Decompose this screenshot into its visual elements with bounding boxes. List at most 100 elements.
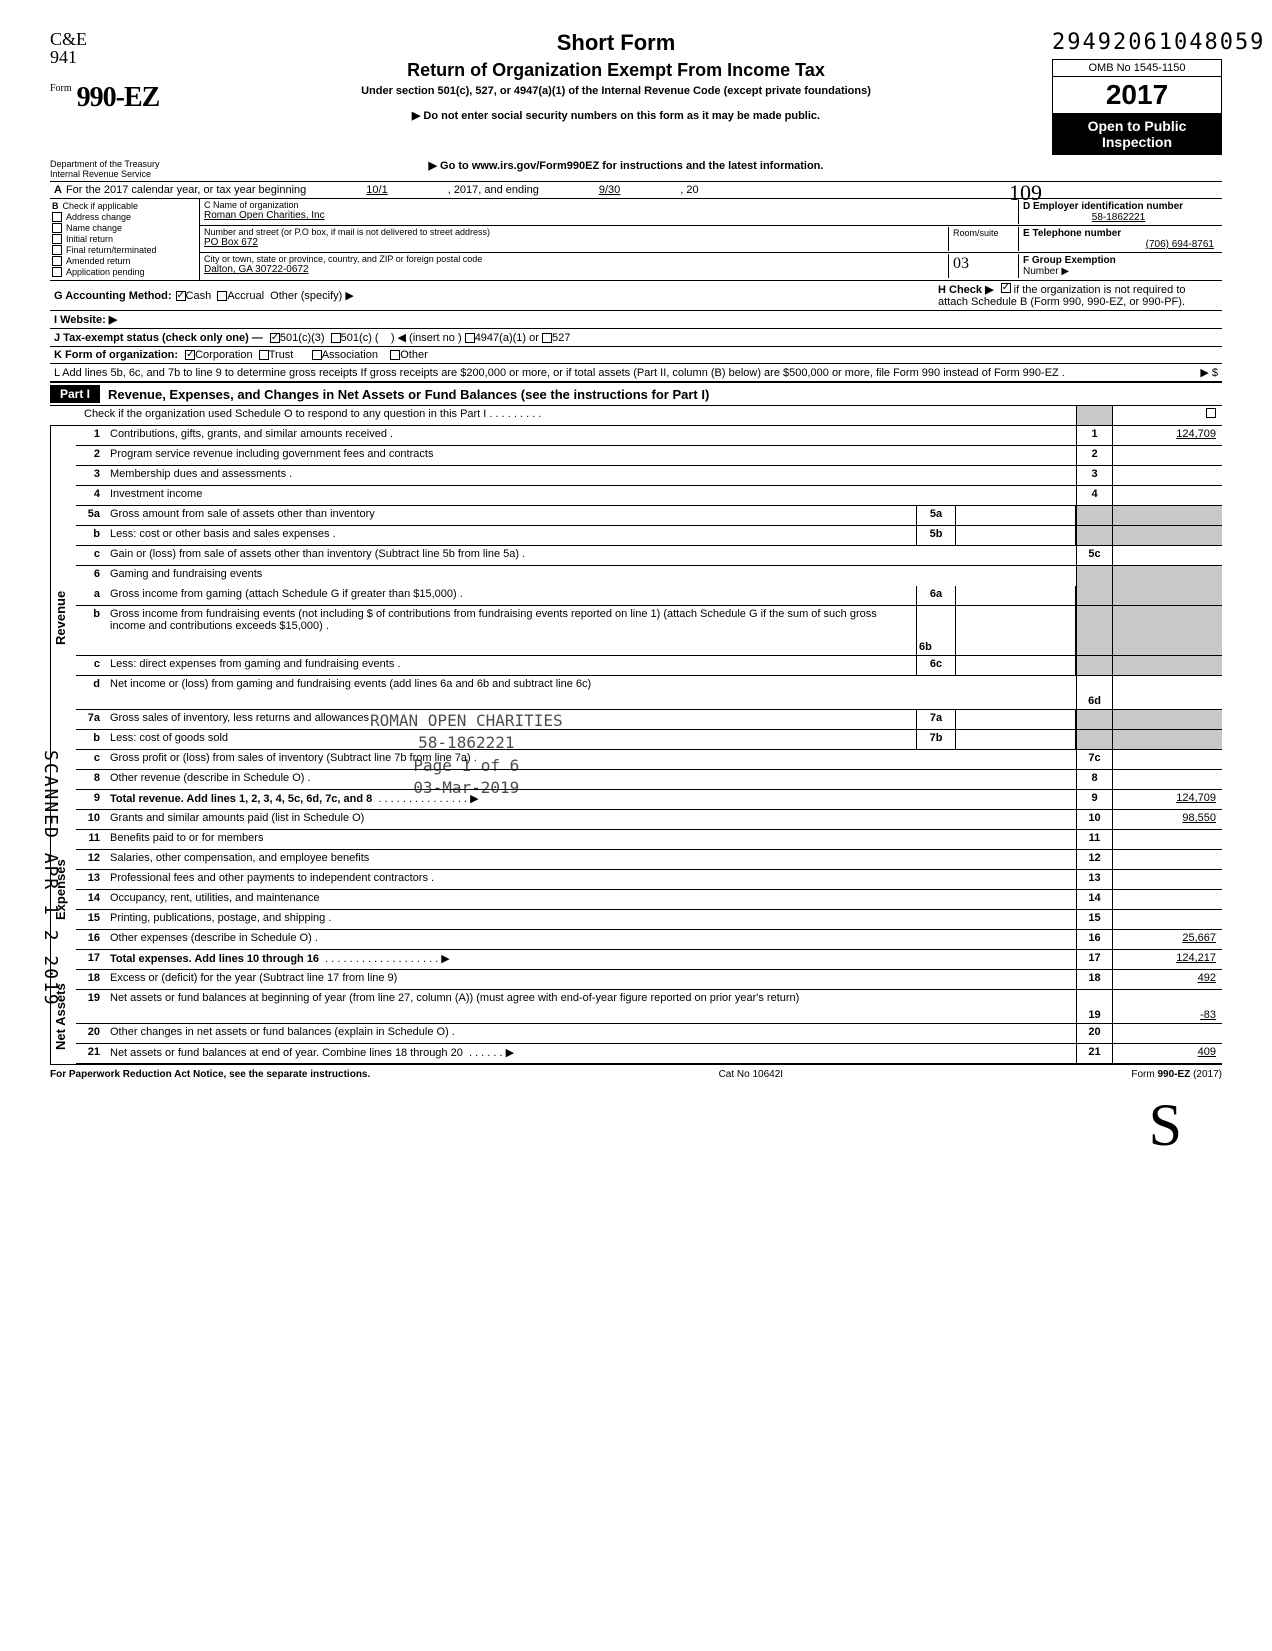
line-15: 15Printing, publications, postage, and s…: [76, 910, 1222, 930]
l-text: L Add lines 5b, 6c, and 7b to line 9 to …: [54, 367, 1200, 379]
chk-cash[interactable]: [176, 291, 186, 301]
j-501c3: 501(c)(3): [280, 332, 325, 344]
chk-501c3[interactable]: [270, 333, 280, 343]
g-cash: Cash: [186, 290, 212, 302]
line-15-text: Printing, publications, postage, and shi…: [106, 910, 1076, 929]
k-assoc: Association: [322, 349, 378, 361]
line-5a-mid: [956, 506, 1076, 525]
chk-501c[interactable]: [331, 333, 341, 343]
chk-kother[interactable]: [390, 350, 400, 360]
footer-right: Form 990-EZ (2017): [1131, 1069, 1222, 1080]
chk-assoc[interactable]: [312, 350, 322, 360]
chk-4947[interactable]: [465, 333, 475, 343]
b-opt-3: Final return/terminated: [66, 245, 157, 255]
footer-mid: Cat No 10642I: [719, 1069, 784, 1080]
chk-part1[interactable]: [1206, 408, 1216, 418]
line-2: 2Program service revenue including gover…: [76, 446, 1222, 466]
line-3: 3Membership dues and assessments .3: [76, 466, 1222, 486]
chk-h[interactable]: [1001, 283, 1011, 293]
end-date: 9/30: [599, 184, 620, 196]
line-7c-val: [1112, 750, 1222, 769]
line-14-val: [1112, 890, 1222, 909]
chk-amended[interactable]: Amended return: [52, 256, 197, 266]
line-8-text: Other revenue (describe in Schedule O) .: [106, 770, 1076, 789]
line-19-text: Net assets or fund balances at beginning…: [106, 990, 1076, 1023]
e-label: E Telephone number: [1023, 228, 1214, 239]
line-5c-text: Gain or (loss) from sale of assets other…: [106, 546, 1076, 565]
chk-trust[interactable]: [259, 350, 269, 360]
room-suite-val: 03: [948, 254, 1018, 278]
h-label: H Check ▶: [938, 284, 994, 296]
row-c: C Name of organization Roman Open Charit…: [200, 199, 1222, 226]
line-13-val: [1112, 870, 1222, 889]
ssn-note: ▶ Do not enter social security numbers o…: [190, 109, 1042, 122]
dln: 29492061048059: [1052, 30, 1222, 55]
part1-check-row: Check if the organization used Schedule …: [50, 406, 1222, 426]
d-label: D Employer identification number: [1023, 201, 1214, 212]
b-opt-0: Address change: [66, 212, 131, 222]
part1-title: Revenue, Expenses, and Changes in Net As…: [100, 387, 709, 402]
dept-row: Department of the Treasury Internal Reve…: [50, 159, 1222, 182]
line-13: 13Professional fees and other payments t…: [76, 870, 1222, 890]
line-20: 20Other changes in net assets or fund ba…: [76, 1024, 1222, 1044]
line-5b-mid: [956, 526, 1076, 545]
line-16-val: 25,667: [1112, 930, 1222, 949]
line-4: 4Investment income4: [76, 486, 1222, 506]
line-21: 21Net assets or fund balances at end of …: [76, 1044, 1222, 1064]
line-10: 10Grants and similar amounts paid (list …: [76, 810, 1222, 830]
line-17-val: 124,217: [1112, 950, 1222, 969]
line-6b-mid: [956, 606, 1076, 655]
line-8-val: [1112, 770, 1222, 789]
line-g-h: G Accounting Method: Cash Accrual Other …: [50, 281, 1222, 311]
b-opt-2: Initial return: [66, 234, 113, 244]
line-10-text: Grants and similar amounts paid (list in…: [106, 810, 1076, 829]
line-6-text: Gaming and fundraising events: [106, 566, 1076, 586]
c-label: C Name of organization: [204, 200, 1018, 210]
line-a-mid: , 2017, and ending: [448, 184, 539, 196]
line-11: 11Benefits paid to or for members11: [76, 830, 1222, 850]
k-corp: Corporation: [195, 349, 252, 361]
chk-527[interactable]: [542, 333, 552, 343]
line-l: L Add lines 5b, 6c, and 7b to line 9 to …: [50, 364, 1222, 382]
row-addr: Number and street (or P.O box, if mail i…: [200, 226, 1222, 253]
line-20-text: Other changes in net assets or fund bala…: [106, 1024, 1076, 1043]
city-label: City or town, state or province, country…: [204, 254, 948, 264]
city-val: Dalton, GA 30722-0672: [204, 264, 948, 275]
b-label: Check if applicable: [63, 201, 139, 211]
line-1-text: Contributions, gifts, grants, and simila…: [106, 426, 1076, 445]
side-netassets: Net Assets: [50, 970, 76, 1064]
j-label: J Tax-exempt status (check only one) —: [54, 332, 263, 344]
line-9-text: Total revenue. Add lines 1, 2, 3, 4, 5c,…: [110, 793, 372, 805]
stamp-line2: 941: [50, 48, 180, 66]
chk-name[interactable]: Name change: [52, 223, 197, 233]
g-other: Other (specify) ▶: [270, 289, 354, 302]
line-4-text: Investment income: [106, 486, 1076, 505]
chk-final[interactable]: Final return/terminated: [52, 245, 197, 255]
k-trust: Trust: [269, 349, 294, 361]
received-stamp: 109: [1009, 180, 1042, 206]
chk-app[interactable]: Application pending: [52, 267, 197, 277]
open-public-2: Inspection: [1057, 134, 1217, 150]
line-k: K Form of organization: Corporation Trus…: [50, 347, 1222, 364]
k-label: K Form of organization:: [54, 349, 178, 361]
line-20-val: [1112, 1024, 1222, 1043]
revenue-block: Revenue 1Contributions, gifts, grants, a…: [50, 426, 1222, 810]
j-527: 527: [552, 332, 570, 344]
line-17-text: Total expenses. Add lines 10 through 16: [110, 953, 319, 965]
line-10-val: 98,550: [1112, 810, 1222, 829]
part1-check: Check if the organization used Schedule …: [80, 406, 1076, 425]
col-f: F Group Exemption Number ▶: [1018, 254, 1218, 278]
chk-accrual[interactable]: [217, 291, 227, 301]
line-9: 9Total revenue. Add lines 1, 2, 3, 4, 5c…: [76, 790, 1222, 810]
goto-note: Go to www.irs.gov/Form990EZ for instruct…: [429, 160, 824, 172]
line-12-val: [1112, 850, 1222, 869]
line-a-end: , 20: [680, 184, 698, 196]
dept-2: Internal Revenue Service: [50, 169, 200, 179]
line-6b-text: Gross income from fundraising events (no…: [106, 606, 916, 655]
chk-initial[interactable]: Initial return: [52, 234, 197, 244]
chk-address[interactable]: Address change: [52, 212, 197, 222]
line-3-val: [1112, 466, 1222, 485]
line-6d-text: Net income or (loss) from gaming and fun…: [106, 676, 1076, 709]
side-expenses: Expenses: [50, 810, 76, 970]
chk-corp[interactable]: [185, 350, 195, 360]
